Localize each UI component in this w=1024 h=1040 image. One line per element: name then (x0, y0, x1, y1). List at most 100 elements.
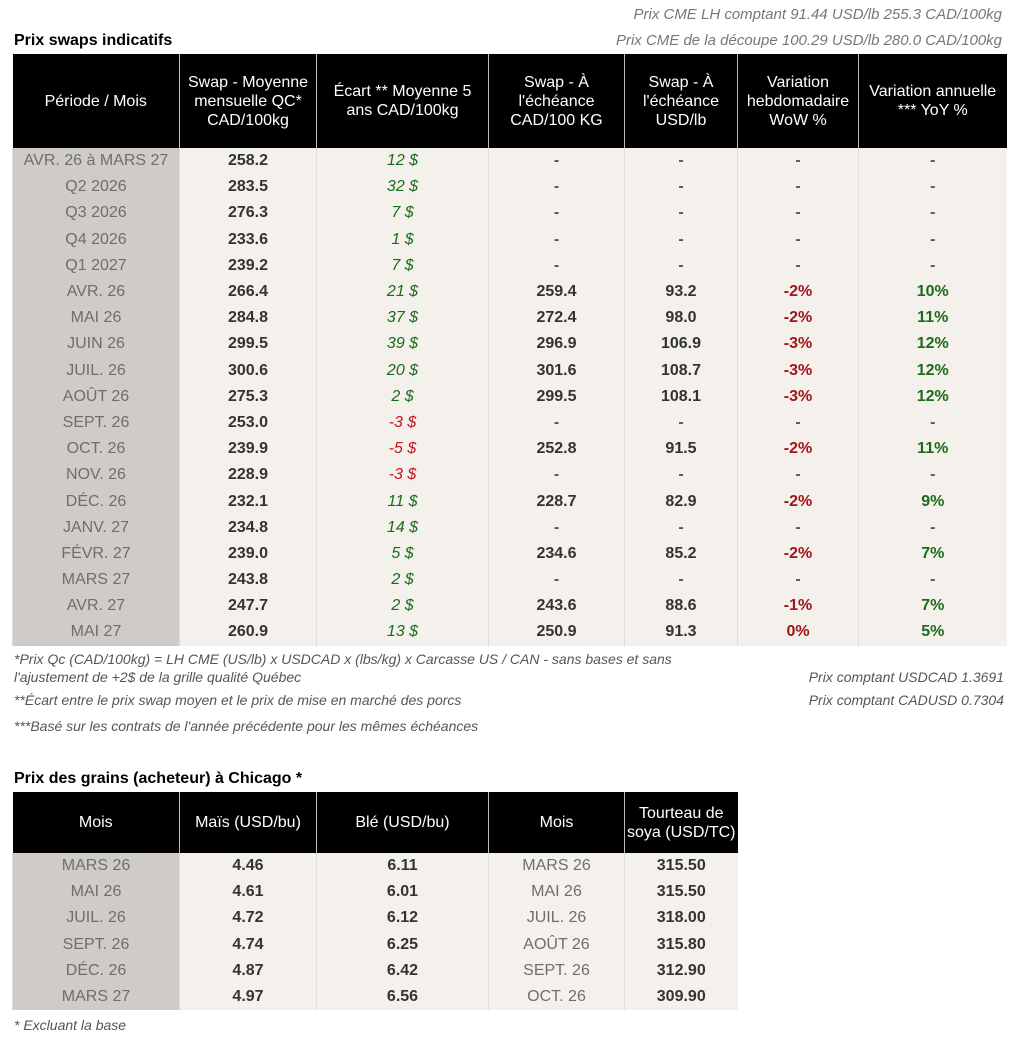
grains-title: Prix des grains (acheteur) à Chicago * (14, 770, 303, 787)
table-row: AVR. 26 266.4 21 $259.4 93.2 -2% 10% (12, 278, 1007, 306)
table-row: AVR. 27 247.7 2 $243.6 88.6 -1% 7% (12, 593, 1007, 620)
table-row: JUIN 26 299.5 39 $296.9 106.9 -3% 12% (12, 331, 1007, 358)
value-cell: - (858, 200, 1007, 227)
value-cell: 4.72 (179, 905, 317, 932)
value-cell: 309.90 (624, 983, 738, 1011)
value-cell: 37 $ (316, 305, 489, 332)
value-cell: 283.5 (179, 174, 317, 201)
period-cell: Q2 2026 (12, 174, 180, 201)
value-cell: MAI 26 (488, 879, 625, 906)
value-cell: 12 $ (316, 148, 489, 175)
value-cell: 315.50 (624, 853, 738, 880)
value-cell: 234.6 (488, 540, 625, 567)
cme-lh-price: Prix CME LH comptant 91.44 USD/lb 255.3 … (633, 6, 1002, 23)
value-cell: 239.2 (179, 252, 317, 279)
value-cell: - (488, 200, 625, 227)
period-cell: MAI 26 (12, 879, 180, 906)
value-cell: - (624, 514, 738, 541)
value-cell: 21 $ (316, 278, 489, 306)
value-cell: 258.2 (179, 148, 317, 175)
value-cell: - (488, 148, 625, 175)
period-cell: DÉC. 26 (12, 488, 180, 515)
value-cell: - (624, 252, 738, 279)
table-row: NOV. 26 228.9 -3 $ - - - - (12, 462, 1007, 489)
value-cell: 4.74 (179, 931, 317, 958)
value-cell: 260.9 (179, 619, 317, 646)
value-cell: -2% (737, 305, 859, 332)
value-cell: 7% (858, 593, 1007, 620)
table-row: MAI 26 284.8 37 $272.4 98.0 -2% 11% (12, 305, 1007, 332)
column-header: Swap - À l'échéance CAD/100 KG (488, 54, 625, 148)
period-cell: AVR. 27 (12, 593, 180, 620)
period-cell: AVR. 26 à MARS 27 (12, 148, 180, 175)
value-cell: - (737, 409, 859, 437)
value-cell: - (488, 252, 625, 279)
value-cell: OCT. 26 (488, 983, 625, 1011)
value-cell: 296.9 (488, 331, 625, 358)
period-cell: MARS 27 (12, 983, 180, 1011)
value-cell: 32 $ (316, 174, 489, 201)
column-header: Maïs (USD/bu) (179, 792, 317, 853)
value-cell: - (858, 226, 1007, 253)
value-cell: - (624, 462, 738, 489)
value-cell: 232.1 (179, 488, 317, 515)
value-cell: - (737, 174, 859, 201)
value-cell: 108.1 (624, 383, 738, 410)
value-cell: - (488, 174, 625, 201)
table-row: FÉVR. 27 239.0 5 $234.6 85.2 -2% 7% (12, 540, 1007, 567)
value-cell: 4.97 (179, 983, 317, 1011)
value-cell: -2% (737, 278, 859, 306)
table-row: Q2 2026 283.5 32 $ - - - - (12, 174, 1007, 201)
table-row: OCT. 26 239.9 -5 $252.8 91.5 -2% 11% (12, 436, 1007, 463)
period-cell: AVR. 26 (12, 278, 180, 306)
value-cell: 39 $ (316, 331, 489, 358)
value-cell: - (858, 514, 1007, 541)
value-cell: -3% (737, 357, 859, 384)
value-cell: - (737, 148, 859, 175)
value-cell: 4.61 (179, 879, 317, 906)
value-cell: 318.00 (624, 905, 738, 932)
period-cell: JUIN 26 (12, 331, 180, 358)
table-row: SEPT. 26 4.74 6.25 AOÛT 26 315.80 (12, 931, 738, 958)
value-cell: 228.9 (179, 462, 317, 489)
period-cell: JUIL. 26 (12, 357, 180, 384)
table-row: DÉC. 26 232.1 11 $228.7 82.9 -2% 9% (12, 488, 1007, 515)
grains-table: Mois Maïs (USD/bu) Blé (USD/bu) Mois Tourtea… (12, 792, 738, 1011)
value-cell: 11% (858, 305, 1007, 332)
value-cell: 312.90 (624, 957, 738, 984)
value-cell: -2% (737, 488, 859, 515)
value-cell: 234.8 (179, 514, 317, 541)
value-cell: 98.0 (624, 305, 738, 332)
value-cell: 5% (858, 619, 1007, 646)
value-cell: - (737, 252, 859, 279)
value-cell: 6.25 (316, 931, 489, 958)
value-cell: 5 $ (316, 540, 489, 567)
value-cell: - (737, 567, 859, 594)
value-cell: 276.3 (179, 200, 317, 227)
value-cell: -3 $ (316, 462, 489, 489)
value-cell: 82.9 (624, 488, 738, 515)
swaps-title: Prix swaps indicatifs (14, 32, 173, 49)
period-cell: Q1 2027 (12, 252, 180, 279)
column-header: Variation annuelle *** YoY % (858, 54, 1007, 148)
value-cell: 85.2 (624, 540, 738, 567)
cme-cutout-price: Prix CME de la découpe 100.29 USD/lb 280… (615, 32, 1002, 49)
value-cell: 243.8 (179, 567, 317, 594)
column-header: Période / Mois (12, 54, 180, 148)
value-cell: 233.6 (179, 226, 317, 253)
value-cell: -3 $ (316, 409, 489, 437)
value-cell: - (858, 252, 1007, 279)
value-cell: 315.80 (624, 931, 738, 958)
value-cell: 275.3 (179, 383, 317, 410)
table-row: MARS 27 243.8 2 $ - - - - (12, 567, 1007, 594)
value-cell: 106.9 (624, 331, 738, 358)
period-cell: MAI 26 (12, 305, 180, 332)
period-cell: MARS 27 (12, 567, 180, 594)
table-row: SEPT. 26 253.0 -3 $ - - - - (12, 409, 1007, 437)
value-cell: 20 $ (316, 357, 489, 384)
value-cell: - (488, 226, 625, 253)
column-header: Écart ** Moyenne 5 ans CAD/100kg (316, 54, 489, 148)
value-cell: 284.8 (179, 305, 317, 332)
value-cell: 301.6 (488, 357, 625, 384)
value-cell: - (488, 462, 625, 489)
